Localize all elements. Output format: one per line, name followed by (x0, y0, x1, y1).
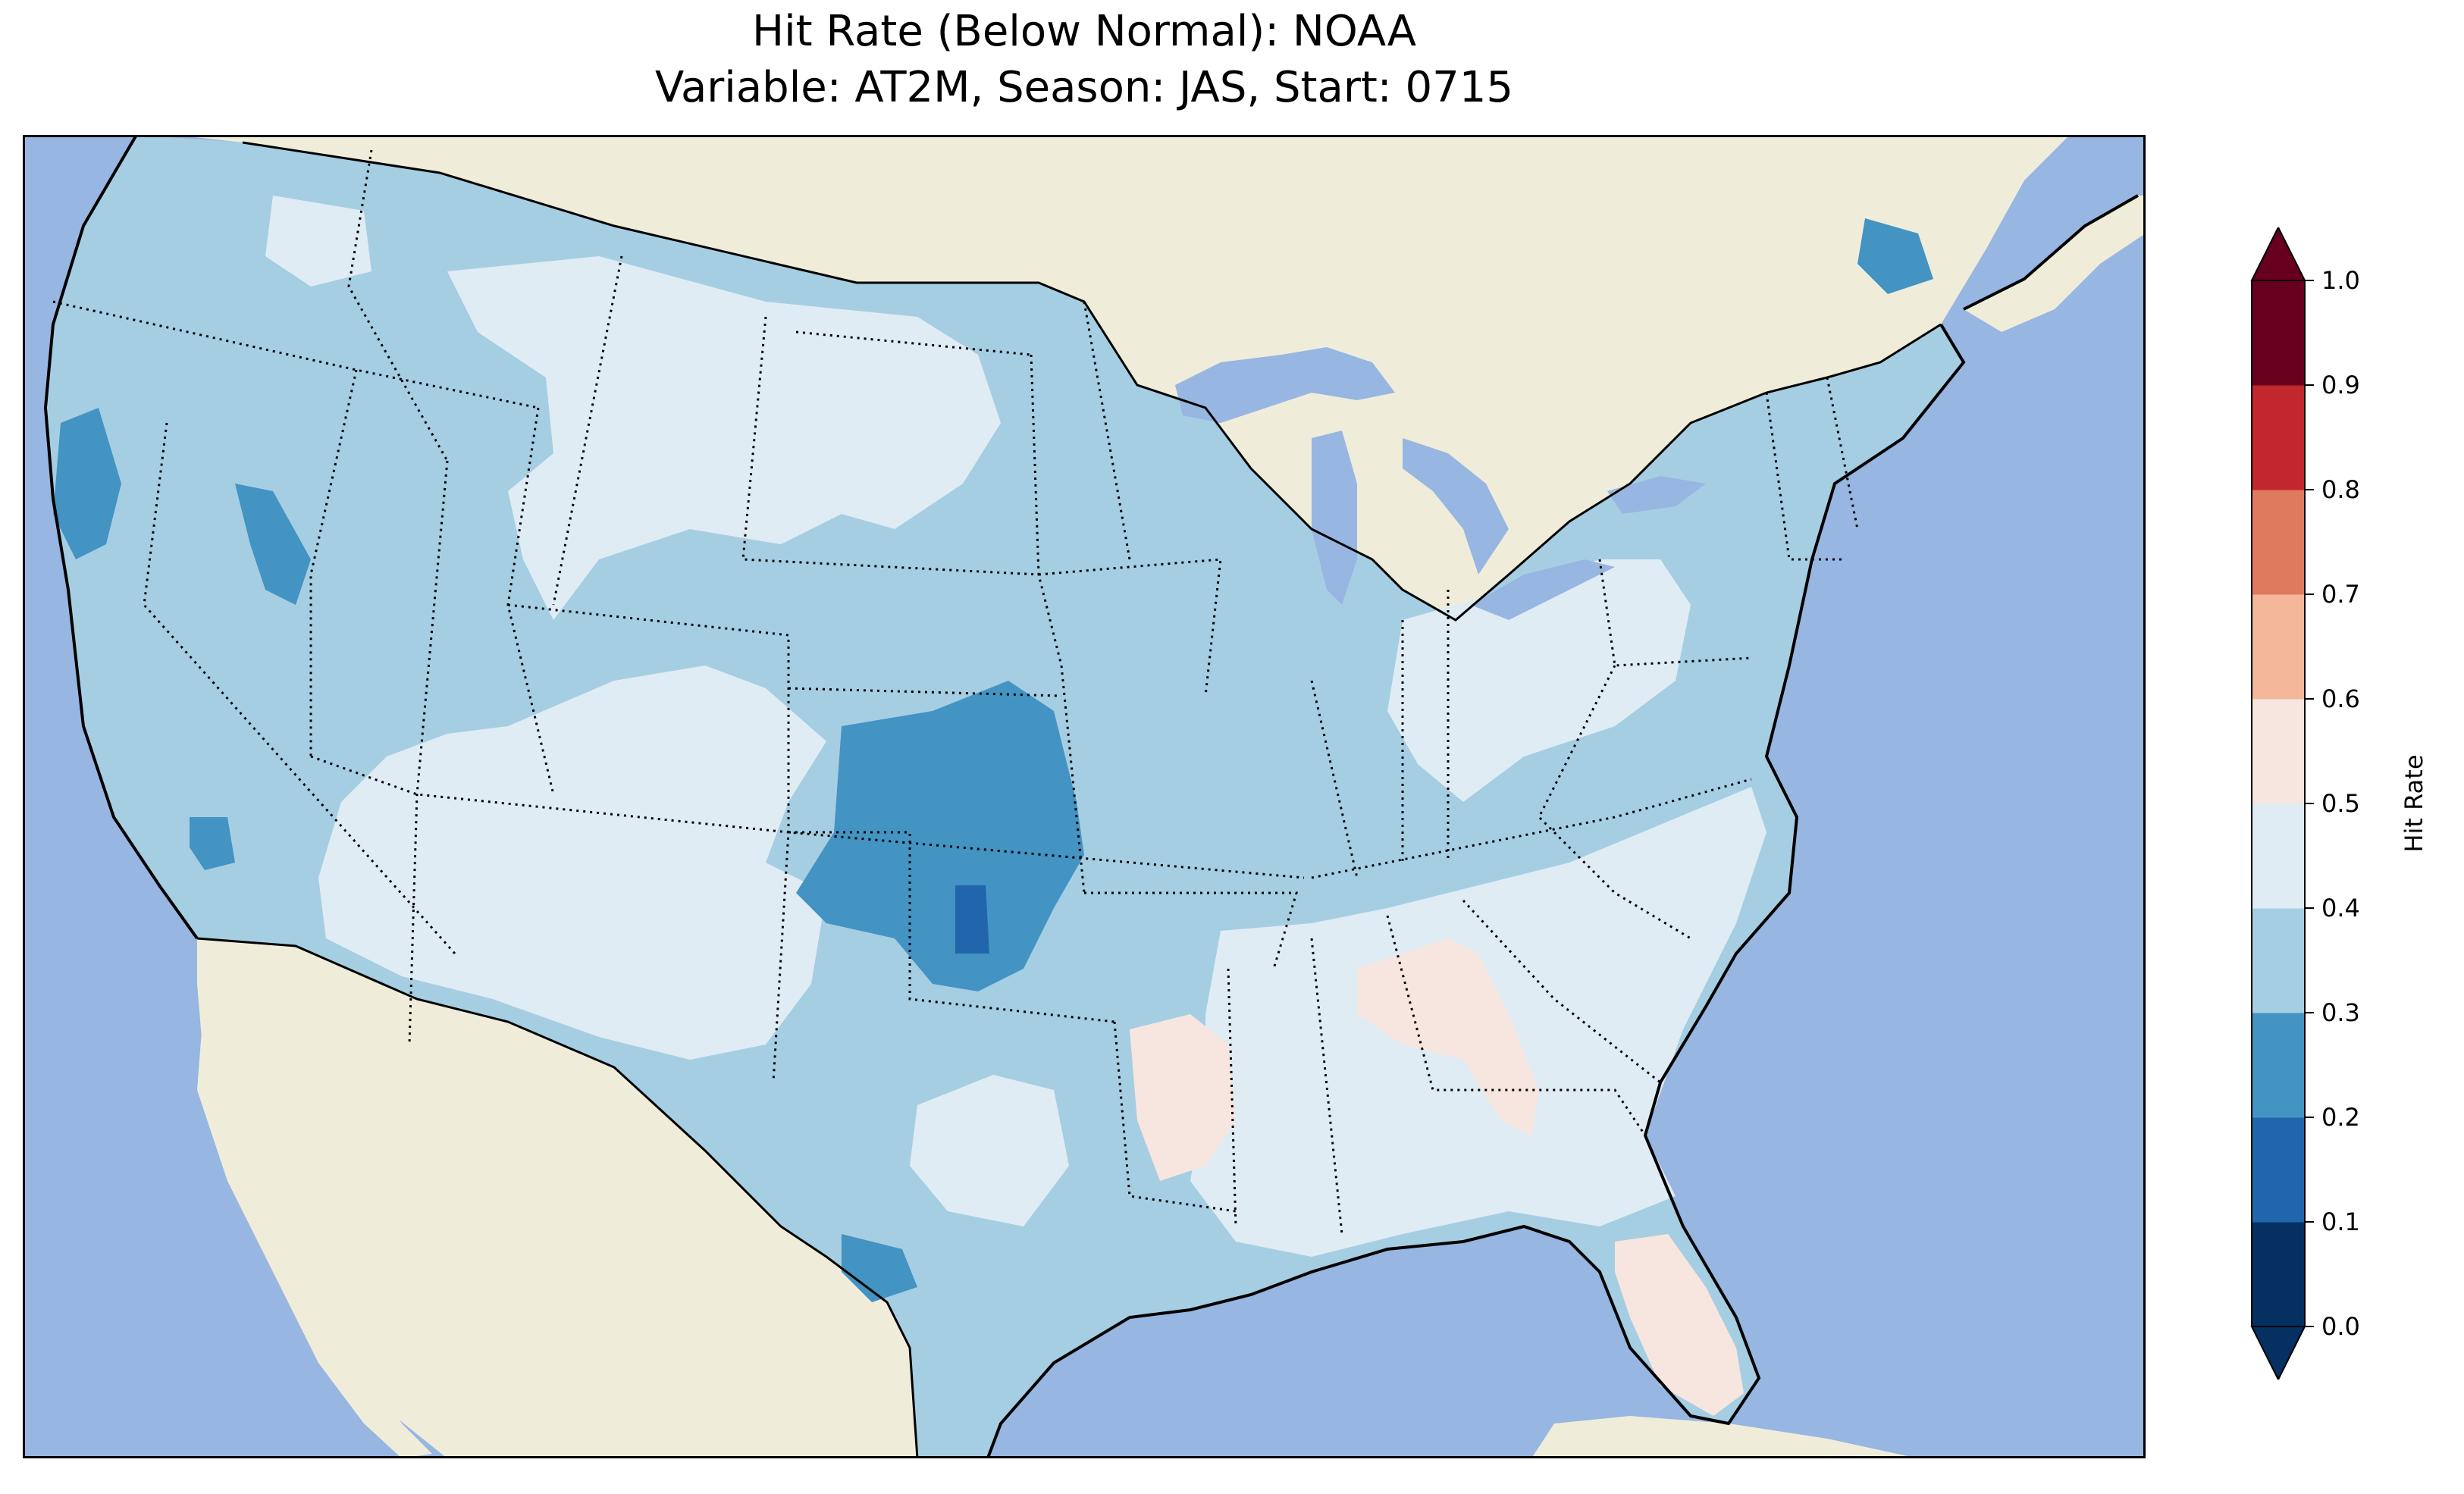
colorbar-tick-label: 1.0 (2321, 266, 2360, 295)
region-maine (1857, 218, 1933, 294)
state-borders (52, 149, 1859, 1235)
lake-ontario (1607, 476, 1706, 514)
colorbar-tick-label: 0.7 (2321, 580, 2360, 609)
map-frame (23, 135, 2146, 1458)
region-georgia-alabama (1357, 938, 1539, 1135)
region-colorado-kansas (796, 681, 1084, 991)
colorbar-segment (2252, 803, 2305, 909)
colorbar-tick-label: 0.2 (2321, 1103, 2360, 1132)
colorbar-segment (2252, 1013, 2305, 1118)
region-oregon-coast (53, 408, 121, 559)
colorbar-segment (2252, 1117, 2305, 1223)
colorbar-segment (2252, 385, 2305, 490)
coastline (43, 135, 2139, 1458)
region-nevada-strip (235, 484, 311, 605)
region-great-basin (318, 666, 826, 1060)
colorbar-tick-label: 0.0 (2321, 1312, 2360, 1341)
hit-rate-field (45, 135, 1964, 1458)
baja-land (197, 991, 432, 1458)
title-line-2: Variable: AT2M, Season: JAS, Start: 0715 (654, 63, 1513, 112)
national-border (196, 141, 1942, 1458)
colorbar-segment (2252, 699, 2305, 804)
cuba-land (1531, 1416, 1918, 1458)
colorbar-tick-label: 0.4 (2321, 894, 2360, 922)
region-northern-rockies (447, 256, 1001, 620)
region-west-texas (910, 1075, 1069, 1226)
region-oklahoma-core (955, 885, 989, 954)
colorbar-tick-label: 0.8 (2321, 475, 2360, 504)
colorbar-segment (2252, 490, 2305, 595)
colorbar-tick-label: 0.6 (2321, 684, 2360, 713)
region-socal (190, 817, 235, 870)
maritimes-land (1964, 196, 2146, 332)
mexico-land (197, 938, 917, 1458)
colorbar-segments (2250, 227, 2306, 1380)
great-lakes (1175, 347, 1706, 620)
colorbar-segment (2252, 594, 2305, 700)
region-ohio-valley (1387, 559, 1691, 802)
region-arkansas-louisiana (1130, 1014, 1236, 1181)
colorbar-tick-label: 0.3 (2321, 998, 2360, 1027)
colorbar-tick-label: 0.1 (2321, 1207, 2360, 1236)
region-florida (1615, 1234, 1744, 1416)
colorbar-segment (2252, 908, 2305, 1013)
map-panel (23, 135, 2146, 1458)
title-line-1: Hit Rate (Below Normal): NOAA (751, 7, 1417, 56)
colorbar-min-extend (2250, 1326, 2306, 1380)
colorbar-max-extend (2250, 227, 2306, 281)
region-northwest-pocket (265, 196, 371, 287)
colorbar-segment (2252, 280, 2305, 386)
colorbar-ticks: 0.0 0.1 0.2 0.3 0.4 0.5 0.6 0.7 0.8 0.9 1.0 (2305, 266, 2360, 1341)
colorbar-label: Hit Rate (2400, 754, 2428, 852)
colorbar-tick-label: 0.9 (2321, 371, 2360, 399)
lake-huron (1403, 438, 1509, 575)
region-south-texas (842, 1234, 917, 1302)
canada-land (174, 135, 2070, 620)
lake-michigan (1312, 431, 1357, 605)
lake-erie (1471, 559, 1615, 620)
lake-superior (1175, 347, 1395, 423)
colorbar-segment (2252, 1222, 2305, 1327)
colorbar: 0.0 0.1 0.2 0.3 0.4 0.5 0.6 0.7 0.8 0.9 1.0 Hit Ra… (2250, 227, 2428, 1380)
colorbar-tick-label: 0.5 (2321, 789, 2360, 818)
